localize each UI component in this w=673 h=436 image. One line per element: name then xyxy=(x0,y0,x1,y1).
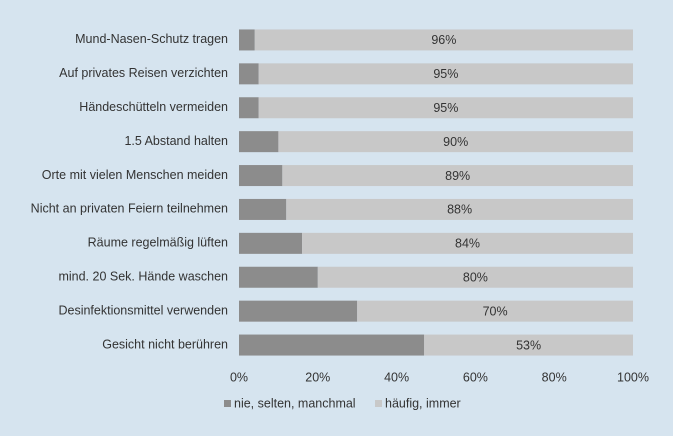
bar-segment xyxy=(278,131,633,153)
bar-segment xyxy=(258,63,633,85)
y-tick-label: Orte mit vielen Menschen meiden xyxy=(42,168,228,182)
y-tick-label: Händeschütteln vermeiden xyxy=(79,100,228,114)
bar-segment xyxy=(239,198,287,220)
bar-segment xyxy=(282,165,633,187)
legend-label: nie, selten, manchmal xyxy=(234,396,356,410)
bar-segment xyxy=(239,334,425,356)
bar-segment xyxy=(302,232,633,254)
bar-segment xyxy=(239,165,283,187)
x-tick-label: 40% xyxy=(384,370,409,384)
x-tick-label: 0% xyxy=(230,370,248,384)
data-label: 90% xyxy=(443,135,468,149)
bar-segment xyxy=(239,300,358,322)
data-label: 80% xyxy=(463,271,488,285)
data-label: 70% xyxy=(483,304,508,318)
bar-segment xyxy=(357,300,633,322)
legend-swatch xyxy=(375,400,382,407)
data-label: 89% xyxy=(445,169,470,183)
bar-segment xyxy=(258,97,633,119)
bar-segment xyxy=(239,97,259,119)
y-tick-label: Gesicht nicht berühren xyxy=(102,337,228,351)
bar-segment xyxy=(239,131,279,153)
legend-swatch xyxy=(224,400,231,407)
bar-segment xyxy=(317,266,633,288)
bar-segment xyxy=(239,232,303,254)
y-tick-label: Nicht an privaten Feiern teilnehmen xyxy=(31,202,228,216)
data-label: 95% xyxy=(433,101,458,115)
x-tick-label: 100% xyxy=(617,370,649,384)
data-label: 96% xyxy=(431,33,456,47)
y-tick-label: Auf privates Reisen verzichten xyxy=(59,66,228,80)
y-tick-label: Desinfektionsmittel verwenden xyxy=(58,303,228,317)
bar-segment xyxy=(254,29,633,51)
y-tick-label: Mund-Nasen-Schutz tragen xyxy=(75,32,228,46)
y-tick-label: Räume regelmäßig lüften xyxy=(88,236,228,250)
bar-segment xyxy=(239,29,255,51)
bar-segment xyxy=(239,63,259,85)
y-tick-label: 1.5 Abstand halten xyxy=(124,134,228,148)
legend-label: häufig, immer xyxy=(385,396,461,410)
x-tick-label: 60% xyxy=(463,370,488,384)
bar-segment xyxy=(239,266,318,288)
data-label: 84% xyxy=(455,237,480,251)
x-tick-label: 80% xyxy=(542,370,567,384)
data-label: 88% xyxy=(447,203,472,217)
bar-segment xyxy=(286,198,633,220)
bar-segment xyxy=(424,334,633,356)
data-label: 53% xyxy=(516,338,541,352)
x-tick-label: 20% xyxy=(305,370,330,384)
y-tick-label: mind. 20 Sek. Hände waschen xyxy=(58,270,228,284)
data-label: 95% xyxy=(433,67,458,81)
